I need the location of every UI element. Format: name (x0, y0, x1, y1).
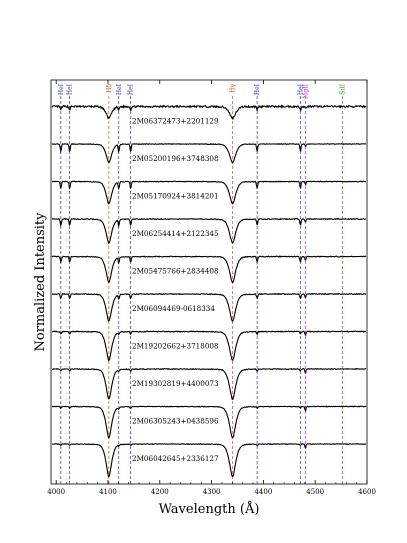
spectra-series (51, 104, 367, 478)
marker-label-8: MgII (302, 83, 309, 98)
x-ticks: 4000 4100 4200 4300 4400 4500 4600 (47, 80, 376, 496)
y-axis-title: Normalized Intensity (33, 212, 48, 352)
plot-frame (50, 79, 368, 485)
star-label-3: 2M06254414+2122345 (132, 229, 219, 238)
x-tick-label-2: 4200 (151, 488, 169, 496)
star-label-8: 2M06305243+0438596 (132, 417, 219, 426)
marker-label-0: HeI (58, 83, 65, 95)
star-label-2: 2M05170924+3814201 (132, 192, 219, 201)
star-label-0: 2M06372473+2201129 (132, 117, 219, 126)
spectrum-3 (51, 217, 366, 245)
spectrum-6 (51, 330, 367, 362)
star-label-1: 2M05200196+3748308 (132, 154, 219, 163)
star-label-7: 2M19302819+4400073 (132, 379, 219, 388)
x-axis-title: Wavelength (Å) (159, 501, 260, 517)
marker-label-4: HeI (128, 83, 135, 95)
spectrum-1 (51, 142, 367, 164)
marker-label-3: HeI (116, 83, 123, 95)
x-tick-label-5: 4500 (306, 488, 324, 496)
marker-label-9: SiII (339, 83, 346, 94)
spectrum-9 (51, 443, 367, 478)
spectrum-0 (51, 104, 367, 121)
marker-label-6: HeI (254, 83, 261, 95)
star-labels: 2M06372473+2201129 2M05200196+3748308 2M05… (132, 117, 219, 464)
x-tick-label-4: 4400 (254, 488, 272, 496)
star-label-9: 2M06042645+2336127 (132, 454, 219, 463)
star-label-6: 2M19202662+3718008 (132, 342, 219, 351)
marker-label-2: Hδ (106, 84, 113, 93)
x-tick-label-6: 4600 (358, 488, 376, 496)
spectrum-5 (51, 292, 367, 322)
star-label-5: 2M06094469-0618334 (132, 304, 215, 313)
star-label-4: 2M05475766+2834408 (132, 267, 219, 276)
marker-label-5: Hγ (230, 84, 237, 93)
marker-label-7: HeI (297, 83, 304, 95)
spectrum-7 (52, 367, 367, 401)
spectrum-2 (51, 180, 367, 205)
x-tick-label-3: 4300 (203, 488, 221, 496)
x-tick-label-1: 4100 (99, 488, 117, 496)
marker-label-1: HeI (67, 83, 74, 95)
x-tick-label-0: 4000 (47, 488, 65, 496)
spectrum-4 (51, 255, 367, 284)
spectrum-8 (51, 405, 367, 439)
